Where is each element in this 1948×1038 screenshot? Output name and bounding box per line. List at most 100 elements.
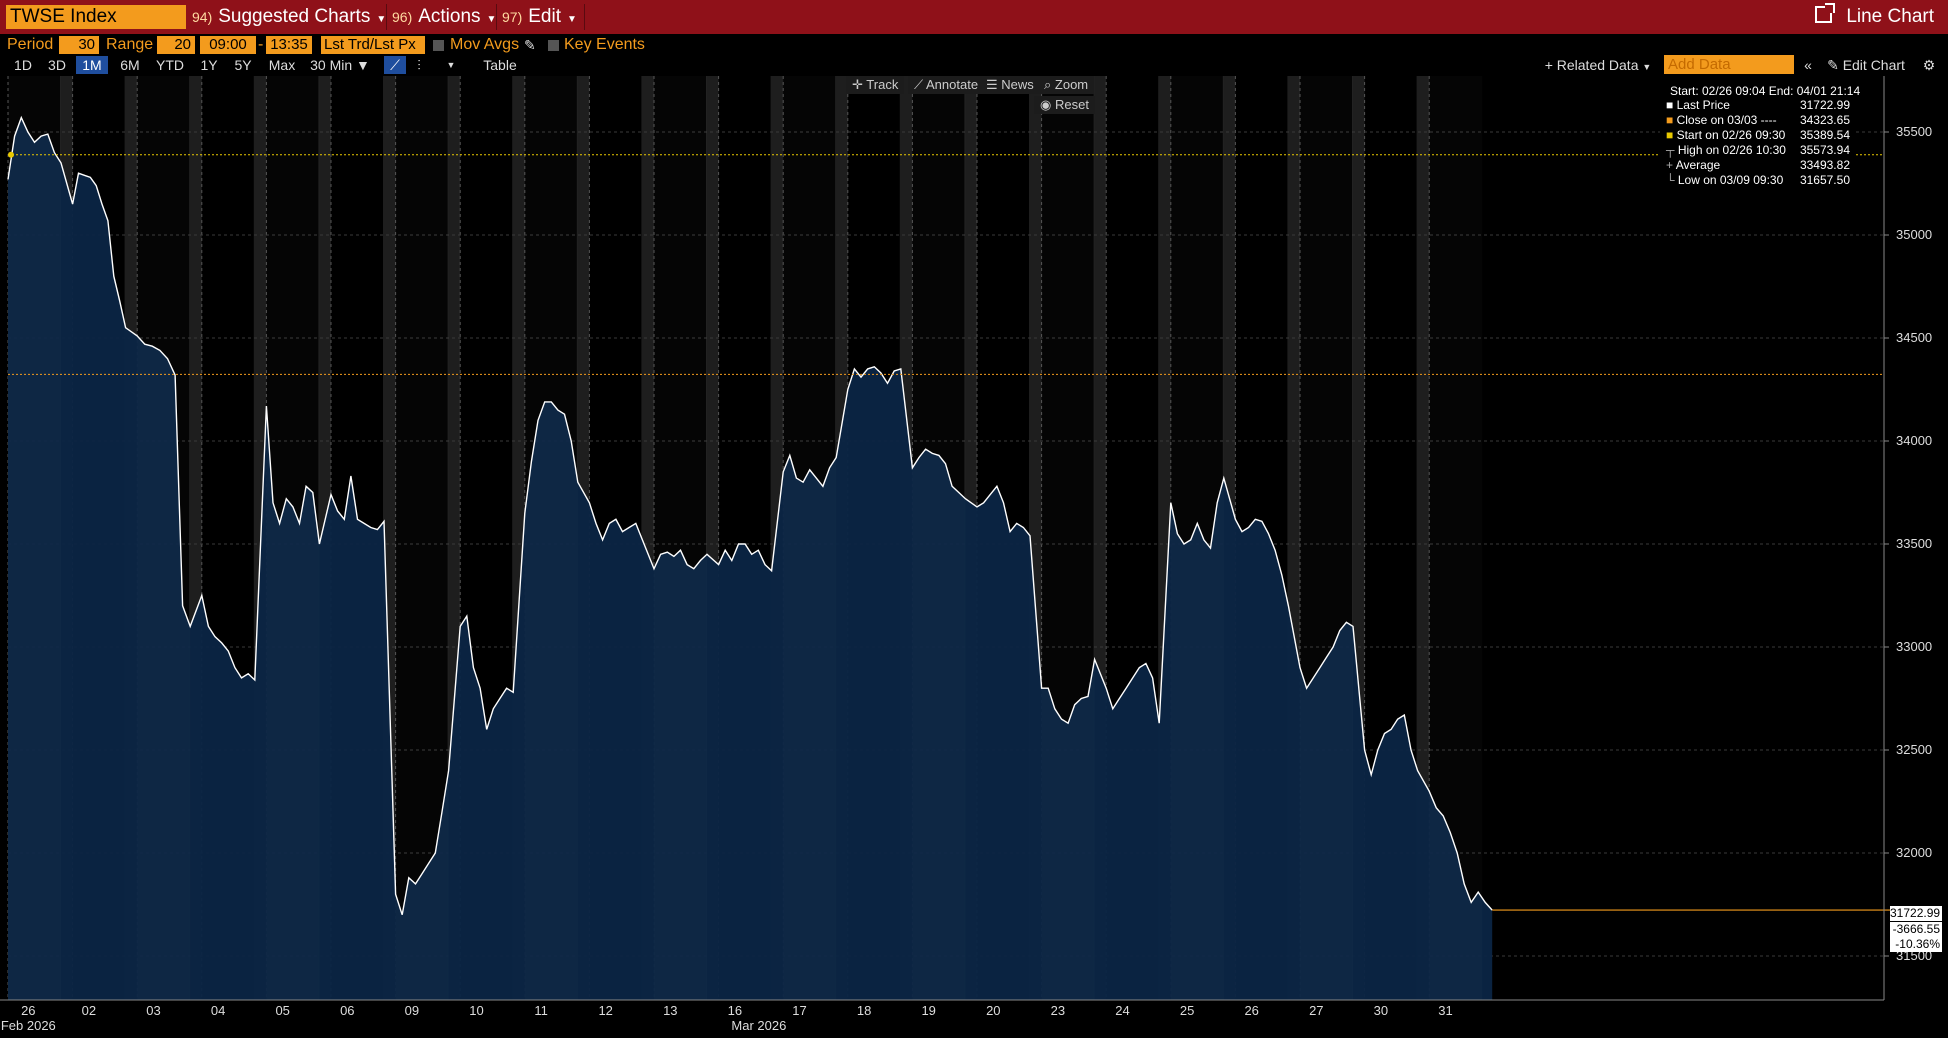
legend-value: 35573.94 bbox=[1799, 143, 1850, 157]
legend-value: 33493.82 bbox=[1799, 158, 1850, 172]
top-toolbar bbox=[0, 0, 1948, 34]
start-marker bbox=[8, 151, 14, 158]
interval-select[interactable]: 30 Min ▼ bbox=[308, 56, 372, 74]
menu-label: Edit bbox=[528, 6, 561, 27]
legend-swatch-icon: ■ bbox=[1666, 128, 1677, 142]
session-shade bbox=[525, 76, 578, 1000]
session-shade bbox=[266, 76, 319, 1000]
x-tick-label: 19 bbox=[921, 1003, 936, 1018]
y-tick-label: 34500 bbox=[1896, 330, 1933, 345]
y-tick-label: 33500 bbox=[1896, 536, 1933, 551]
session-shade bbox=[1042, 76, 1095, 1000]
tab-1d[interactable]: 1D bbox=[14, 57, 32, 73]
price-field-select[interactable]: Lst Trd/Lst Px bbox=[321, 36, 425, 54]
gear-icon[interactable]: ⚙ bbox=[1922, 57, 1936, 73]
last-price-label: 31722.99 bbox=[1890, 906, 1942, 921]
menu-divider bbox=[386, 4, 387, 30]
line-chart-button[interactable]: Line Chart bbox=[1815, 3, 1934, 30]
change-label: -3666.55 bbox=[1890, 922, 1942, 937]
legend-swatch-icon: ■ bbox=[1666, 113, 1677, 127]
legend-label: Last Price bbox=[1676, 98, 1730, 112]
x-tick-label: 04 bbox=[210, 1003, 226, 1018]
key-events-checkbox[interactable] bbox=[548, 40, 559, 51]
tab-1y[interactable]: 1Y bbox=[200, 57, 218, 73]
chart-type-caret-icon[interactable]: ▼ bbox=[446, 60, 456, 70]
x-tick-label: 06 bbox=[340, 1003, 355, 1018]
session-shade bbox=[783, 76, 836, 1000]
related-data-label: Related Data bbox=[1556, 57, 1639, 73]
caret-down-icon: ▼ bbox=[1642, 62, 1652, 72]
pencil-icon[interactable]: ✎ bbox=[524, 37, 536, 53]
x-tick-label: 26 bbox=[21, 1003, 36, 1018]
session-shade bbox=[1171, 76, 1224, 1000]
related-data-button[interactable]: + Related Data ▼ bbox=[1538, 56, 1658, 74]
x-tick-label: 26 bbox=[1244, 1003, 1259, 1018]
plus-icon: + bbox=[1544, 57, 1553, 73]
edit-chart-button[interactable]: ✎ Edit Chart bbox=[1820, 56, 1912, 74]
collapse-icon[interactable]: « bbox=[1804, 57, 1812, 73]
range-field[interactable]: 20 bbox=[157, 36, 195, 54]
reset-label: Reset bbox=[1054, 97, 1089, 112]
legend-row: ■ Last Price bbox=[1666, 98, 1730, 112]
price-area-fill bbox=[8, 117, 1493, 1001]
bar-type-icon[interactable]: ⫶ bbox=[417, 57, 421, 73]
y-tick-label: 35000 bbox=[1896, 227, 1933, 242]
tab-5y[interactable]: 5Y bbox=[234, 57, 252, 73]
reset-button[interactable]: ◉ Reset bbox=[1034, 96, 1095, 114]
annotate-button[interactable]: ⟋ Annotate bbox=[908, 76, 985, 94]
session-shade bbox=[1429, 76, 1482, 1000]
x-tick-label: 03 bbox=[146, 1003, 161, 1018]
mov-avgs-label[interactable]: Mov Avgs bbox=[450, 36, 520, 53]
tab-max[interactable]: Max bbox=[268, 57, 296, 73]
news-label: News bbox=[1001, 77, 1034, 92]
start-time-field[interactable]: 09:00 bbox=[200, 36, 256, 54]
x-tick-label: 30 bbox=[1373, 1003, 1389, 1018]
pct-change-label: -10.36% bbox=[1890, 937, 1942, 952]
tab-6m[interactable]: 6M bbox=[120, 57, 140, 73]
key-events-label[interactable]: Key Events bbox=[564, 36, 645, 53]
actions-menu[interactable]: 96) Actions ▼ bbox=[392, 4, 496, 30]
caret-down-icon: ▼ bbox=[356, 57, 370, 73]
period-field[interactable]: 30 bbox=[59, 36, 99, 54]
legend-row: └ Low on 03/09 09:30 bbox=[1666, 173, 1783, 187]
menu-number: 96) bbox=[392, 9, 413, 25]
menu-number: 97) bbox=[502, 9, 523, 25]
tab-3d[interactable]: 3D bbox=[48, 57, 66, 73]
news-button[interactable]: ☰ News bbox=[980, 76, 1040, 94]
session-shade bbox=[1300, 76, 1353, 1000]
time-dash: - bbox=[258, 36, 264, 53]
price-chart[interactable] bbox=[0, 76, 1948, 1038]
tab-1m[interactable]: 1M bbox=[76, 56, 108, 74]
add-data-input[interactable]: Add Data bbox=[1664, 55, 1794, 74]
x-tick-label: 18 bbox=[856, 1003, 872, 1018]
pencil-icon: ✎ bbox=[1827, 57, 1839, 73]
track-button[interactable]: ✛ Track bbox=[846, 76, 905, 94]
menu-label: Actions bbox=[418, 6, 481, 27]
legend-range: Start: 02/26 09:04 End: 04/01 21:14 bbox=[1670, 84, 1861, 98]
external-link-icon bbox=[1815, 3, 1836, 23]
line-chart-label: Line Chart bbox=[1846, 6, 1934, 27]
edit-menu[interactable]: 97) Edit ▼ bbox=[502, 4, 577, 30]
suggested-charts-menu[interactable]: 94) Suggested Charts ▼ bbox=[192, 4, 386, 30]
x-tick-label: 11 bbox=[534, 1003, 548, 1018]
x-tick-label: 09 bbox=[404, 1003, 420, 1018]
annotate-icon: ⟋ bbox=[914, 77, 924, 92]
mov-avgs-checkbox[interactable] bbox=[433, 40, 444, 51]
x-tick-label: 16 bbox=[727, 1003, 743, 1018]
period-label: Period bbox=[7, 36, 54, 53]
x-tick-label: 24 bbox=[1115, 1003, 1130, 1018]
zoom-button[interactable]: ⌕ Zoom bbox=[1038, 76, 1095, 94]
y-tick-label: 33000 bbox=[1896, 639, 1933, 654]
ticker-input[interactable]: TWSE Index bbox=[6, 5, 186, 29]
y-tick-label: 34000 bbox=[1896, 433, 1933, 448]
tab-ytd[interactable]: YTD bbox=[156, 57, 184, 73]
legend-row: ■ Start on 02/26 09:30 bbox=[1666, 128, 1785, 142]
table-button[interactable]: Table bbox=[483, 57, 517, 73]
x-tick-label: 25 bbox=[1179, 1003, 1195, 1018]
line-type-icon[interactable]: ⟋ bbox=[384, 56, 406, 74]
legend-swatch-icon: ┬ bbox=[1666, 143, 1678, 157]
end-time-field[interactable]: 13:35 bbox=[266, 36, 312, 54]
legend-label: Close on 03/03 ---- bbox=[1676, 113, 1777, 127]
search-icon: ⌕ bbox=[1044, 77, 1052, 92]
session-shade bbox=[396, 76, 449, 1000]
